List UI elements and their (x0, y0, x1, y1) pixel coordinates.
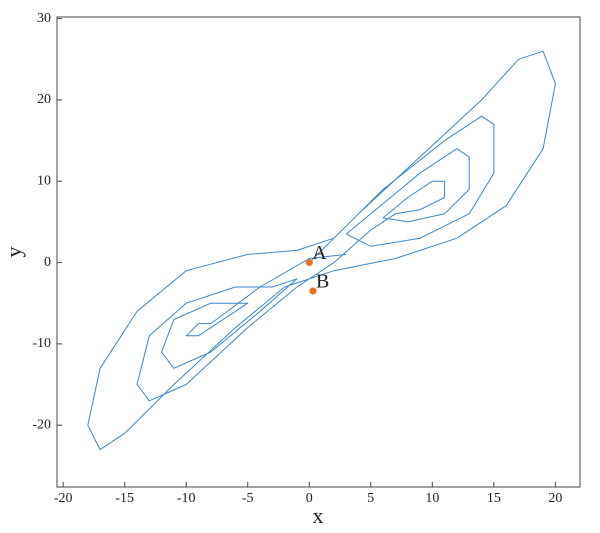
x-tick-label: -5 (242, 491, 254, 506)
x-tick-label: 15 (487, 491, 501, 506)
y-tick-label: 10 (37, 173, 51, 188)
x-tick-label: 10 (425, 491, 439, 506)
trajectory (87, 50, 556, 451)
point-label: A (312, 242, 327, 264)
y-tick-label: -20 (32, 417, 51, 432)
x-tick-label: -15 (115, 491, 134, 506)
y-tick-label: 20 (37, 92, 51, 107)
y-tick-label: -10 (32, 336, 51, 351)
x-tick-label: 5 (367, 491, 374, 506)
y-tick-label: 30 (37, 11, 51, 26)
x-axis-title: x (313, 503, 324, 528)
point-label: B (316, 271, 329, 293)
point (305, 259, 313, 267)
x-tick-label: -20 (54, 491, 73, 506)
plot-frame (56, 16, 581, 488)
y-axis-title: y (1, 247, 26, 258)
x-tick-label: -10 (177, 491, 196, 506)
x-tick-label: 0 (306, 491, 313, 506)
point (309, 287, 317, 295)
y-tick-label: 0 (44, 255, 51, 270)
x-tick-label: 20 (548, 491, 562, 506)
